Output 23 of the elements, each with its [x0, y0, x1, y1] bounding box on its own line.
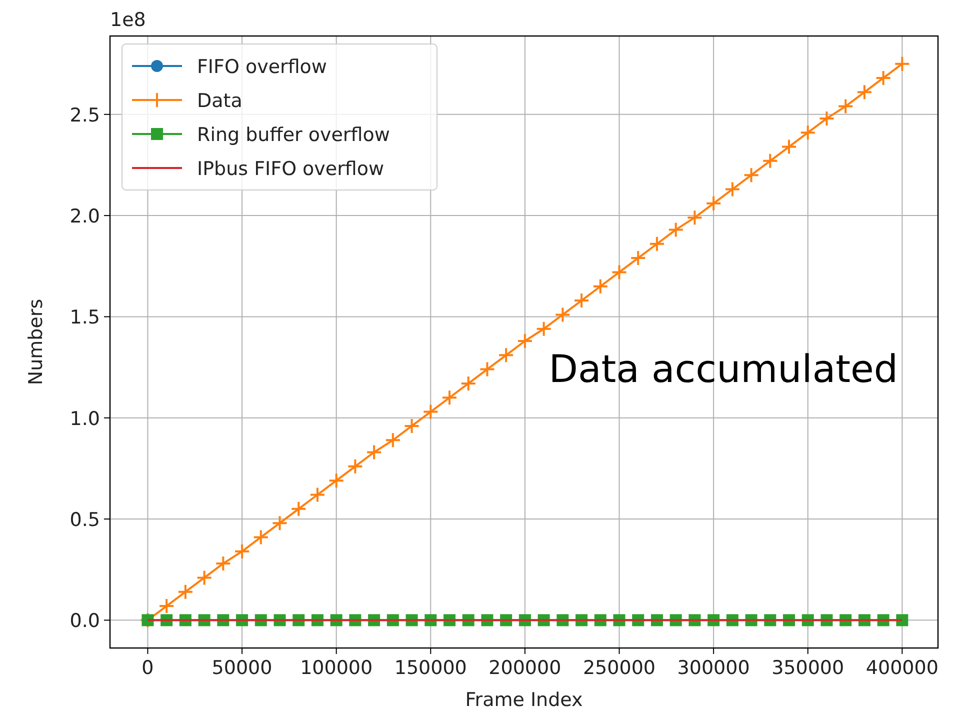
x-tick-label: 400000: [866, 657, 938, 679]
y-tick-label: 1.5: [70, 306, 100, 329]
y-tick-label: 2.0: [70, 206, 100, 228]
text: 1e8: [110, 9, 146, 31]
legend-label: IPbus FIFO overflow: [197, 158, 384, 180]
x-tick-label: 350000: [772, 657, 844, 679]
x-tick-label: 250000: [582, 657, 656, 679]
x-tick-label: 0: [142, 657, 154, 679]
y-tick-label: 0.0: [70, 610, 100, 632]
legend-label: Data: [197, 90, 242, 112]
legend-label: FIFO overflow: [197, 56, 327, 78]
legend-label: Ring buffer overflow: [197, 124, 390, 146]
x-tick-label: 200000: [488, 657, 562, 679]
annotation: Data accumulated: [548, 346, 898, 391]
x-tick-label: 300000: [677, 657, 750, 679]
x-tick-label: 50000: [212, 657, 272, 679]
y-tick-label: 2.5: [70, 104, 100, 126]
x-tick-label: 150000: [394, 657, 467, 679]
x-axis-title: Frame Index: [465, 689, 583, 711]
y-tick-label: 0.5: [70, 509, 100, 532]
y-axis-title: Numbers: [25, 298, 47, 386]
x-tick-label: 100000: [300, 657, 373, 679]
y-tick-label: 1.0: [70, 408, 100, 430]
